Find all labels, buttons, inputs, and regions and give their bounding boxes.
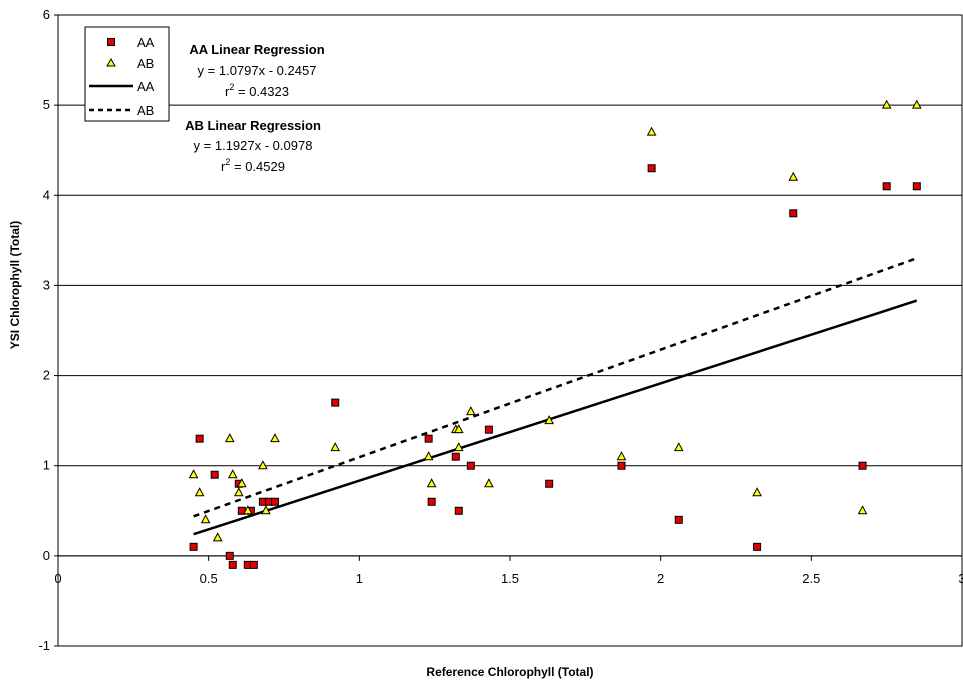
point-aa bbox=[270, 497, 279, 506]
point-aa bbox=[195, 434, 204, 443]
ab-regression-equation: y = 1.1927x - 0.0978 bbox=[194, 138, 313, 153]
point-aa bbox=[427, 497, 436, 506]
aa-r-squared: r2 = 0.4323 bbox=[225, 82, 289, 99]
aa-regression-title: AA Linear Regression bbox=[189, 42, 324, 57]
axes: -1 0 1 2 3 4 5 6 0 0.5 1 1.5 2 2.5 3 bbox=[38, 7, 963, 653]
aa-regression-equation: y = 1.0797x - 0.2457 bbox=[198, 63, 317, 78]
point-ab bbox=[194, 487, 205, 497]
trendline-aa bbox=[193, 299, 918, 536]
trendline-ab bbox=[193, 257, 918, 518]
legend-aa-marker bbox=[107, 38, 115, 46]
point-ab bbox=[233, 487, 244, 497]
point-aa bbox=[647, 164, 656, 173]
point-aa bbox=[753, 542, 762, 551]
point-ab bbox=[188, 469, 199, 479]
regression-annotations: AA Linear Regression y = 1.0797x - 0.245… bbox=[185, 42, 325, 174]
legend-aa-label: AA bbox=[137, 35, 155, 50]
x-axis-title: Reference Chlorophyll (Total) bbox=[426, 665, 593, 679]
legend-ab-trend-label: AB bbox=[137, 103, 154, 118]
point-ab bbox=[673, 442, 684, 452]
x-tick-label: 3 bbox=[958, 571, 963, 586]
legend-aa-trend-label: AA bbox=[137, 79, 155, 94]
point-ab bbox=[224, 433, 235, 443]
point-ab bbox=[200, 514, 211, 524]
legend-ab-label: AB bbox=[137, 56, 154, 71]
point-ab bbox=[258, 460, 268, 470]
legend: AA AB AA AB bbox=[84, 26, 170, 122]
point-aa bbox=[882, 182, 891, 191]
point-aa bbox=[228, 560, 237, 569]
x-tick-label: 0 bbox=[54, 571, 61, 586]
point-ab bbox=[788, 171, 799, 181]
point-ab bbox=[465, 406, 476, 416]
point-ab bbox=[544, 415, 555, 425]
y-tick-label: 0 bbox=[43, 548, 50, 563]
point-ab bbox=[646, 126, 657, 136]
point-aa bbox=[451, 452, 460, 461]
point-aa bbox=[424, 434, 433, 443]
point-ab bbox=[212, 532, 223, 542]
point-ab bbox=[752, 487, 762, 497]
point-aa bbox=[466, 461, 475, 470]
point-ab bbox=[857, 505, 868, 515]
point-aa bbox=[674, 515, 683, 524]
point-ab bbox=[270, 433, 280, 443]
y-tick-label: 2 bbox=[43, 368, 50, 383]
point-aa bbox=[249, 560, 258, 569]
y-tick-label: -1 bbox=[38, 638, 50, 653]
data-points bbox=[188, 99, 922, 569]
point-aa bbox=[545, 479, 554, 488]
x-tick-label: 1 bbox=[356, 571, 363, 586]
x-tick-label: 1.5 bbox=[501, 571, 519, 586]
point-aa bbox=[210, 470, 219, 479]
point-ab bbox=[423, 451, 434, 461]
point-ab bbox=[227, 469, 238, 479]
point-aa bbox=[617, 461, 626, 470]
y-tick-label: 3 bbox=[43, 277, 50, 292]
point-ab bbox=[236, 478, 247, 488]
point-ab bbox=[426, 478, 437, 488]
y-tick-label: 4 bbox=[43, 187, 50, 202]
point-ab bbox=[453, 442, 464, 452]
trendlines bbox=[193, 257, 918, 536]
point-aa bbox=[331, 398, 340, 407]
y-tick-label: 6 bbox=[43, 7, 50, 22]
point-aa bbox=[789, 209, 798, 218]
point-aa bbox=[912, 182, 921, 191]
point-aa bbox=[858, 461, 867, 470]
point-ab bbox=[453, 424, 464, 434]
point-aa bbox=[189, 542, 198, 551]
y-tick-label: 1 bbox=[43, 458, 50, 473]
ab-r-squared: r2 = 0.4529 bbox=[221, 157, 285, 174]
point-ab bbox=[881, 99, 892, 109]
legend-ab-marker bbox=[106, 57, 116, 67]
x-tick-label: 2 bbox=[657, 571, 664, 586]
x-tick-label: 2.5 bbox=[802, 571, 820, 586]
point-ab bbox=[911, 99, 922, 109]
y-tick-label: 5 bbox=[43, 97, 50, 112]
ab-regression-title: AB Linear Regression bbox=[185, 118, 321, 133]
point-ab bbox=[616, 451, 627, 461]
point-aa bbox=[225, 551, 234, 560]
point-ab bbox=[243, 505, 253, 515]
point-ab bbox=[261, 505, 271, 515]
point-aa bbox=[484, 425, 493, 434]
legend-box bbox=[84, 26, 170, 122]
y-axis-title: YSI Chlorophyll (Total) bbox=[8, 221, 22, 349]
x-tick-label: 0.5 bbox=[200, 571, 218, 586]
plot-border bbox=[57, 14, 963, 647]
point-ab bbox=[330, 442, 341, 452]
point-aa bbox=[454, 506, 463, 515]
point-ab bbox=[484, 478, 494, 488]
